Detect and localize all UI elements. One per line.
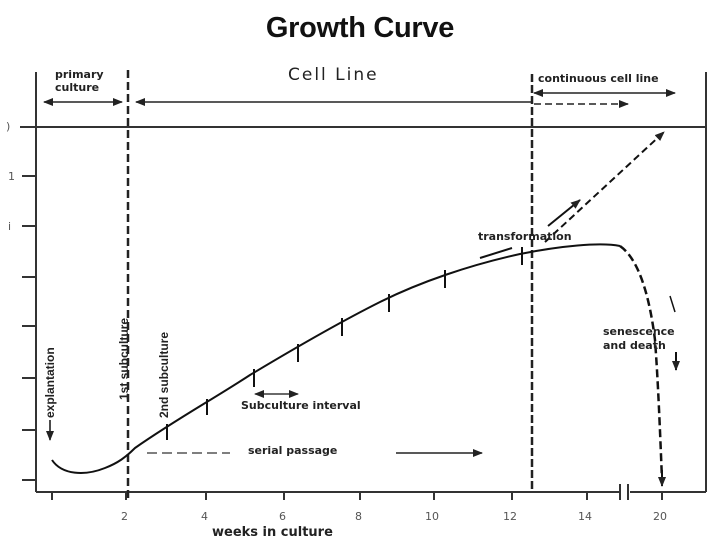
continuous-growth-arrow bbox=[544, 131, 665, 243]
senescence-label: senescence bbox=[603, 325, 675, 338]
y-tick-label: ) bbox=[6, 120, 10, 133]
cell-line-label: Cell Line bbox=[288, 65, 379, 85]
x-tick-label: 14 bbox=[578, 510, 592, 523]
subculture-marks bbox=[166, 247, 523, 440]
y-axis: ) 1 i bbox=[6, 72, 37, 492]
serial-passage-label: serial passage bbox=[248, 444, 337, 457]
x-tick-label: 10 bbox=[425, 510, 439, 523]
x-tick-label: 8 bbox=[355, 510, 362, 523]
transformation-label: transformation bbox=[478, 230, 572, 243]
x-tick-label: 2 bbox=[121, 510, 128, 523]
x-axis-label: weeks in culture bbox=[212, 525, 333, 540]
first-subculture-label: 1st subculture bbox=[117, 318, 131, 400]
transformation-arrow bbox=[547, 199, 581, 227]
primary-culture-label: primary bbox=[55, 68, 104, 81]
senescence-tick bbox=[669, 295, 676, 313]
x-axis: 2 4 6 8 10 12 14 20 weeks in culture bbox=[36, 484, 706, 540]
subculture-interval-label: Subculture interval bbox=[241, 399, 361, 412]
second-subculture-label: 2nd subculture bbox=[157, 332, 171, 418]
explantation-label: explantation bbox=[43, 347, 57, 418]
x-tick-label: 20 bbox=[653, 510, 667, 523]
x-tick-label: 12 bbox=[503, 510, 517, 523]
senescence-curve bbox=[619, 244, 664, 481]
primary-culture-label: culture bbox=[55, 81, 99, 94]
growth-curve-line bbox=[51, 243, 621, 474]
x-tick-label: 6 bbox=[279, 510, 286, 523]
continuous-cell-line-label: continuous cell line bbox=[538, 72, 659, 85]
y-tick-label: i bbox=[8, 220, 11, 233]
y-tick-label: 1 bbox=[8, 170, 15, 183]
page-title: Growth Curve bbox=[265, 12, 455, 44]
transformation-dash bbox=[479, 247, 513, 259]
senescence-label: and death bbox=[603, 339, 666, 352]
x-tick-label: 4 bbox=[201, 510, 208, 523]
